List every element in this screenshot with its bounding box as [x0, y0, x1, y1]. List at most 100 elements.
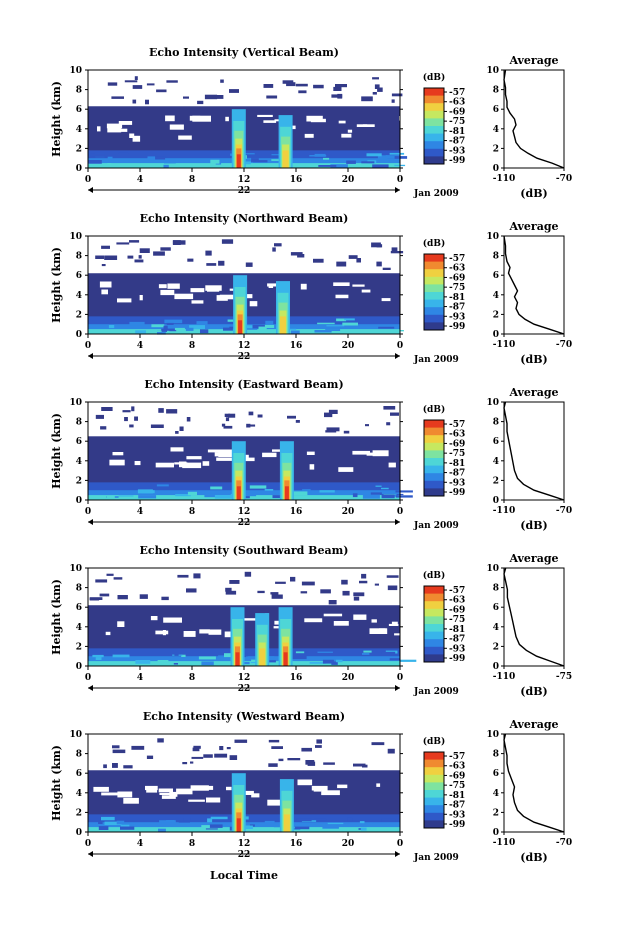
colorbar-swatch [424, 261, 444, 270]
average-profile: Average 0 2 4 6 8 10 -110 -70 (dB) [486, 220, 572, 366]
echo-cell [243, 161, 251, 165]
colorbar-tick-label: -63 [449, 430, 465, 440]
colorbar-swatch [424, 601, 444, 610]
echo-gap [97, 126, 101, 132]
echo-patch [272, 247, 276, 252]
echo-patch [99, 593, 110, 597]
echo-patch [101, 264, 106, 267]
echo-patch [333, 86, 342, 91]
profile-title: Average [508, 552, 558, 565]
echo-cell [229, 326, 234, 329]
echo-patch [95, 414, 104, 419]
colorbar-frame [423, 419, 445, 497]
colorbar-tick-label: -69 [449, 439, 465, 449]
echo-patch [139, 248, 150, 253]
echo-gap [118, 121, 133, 125]
echo-cell [289, 491, 308, 496]
echo-patch [187, 258, 194, 262]
echo-patch [275, 581, 286, 584]
echo-patch [123, 765, 133, 769]
colorbar-label: (dB) [423, 404, 445, 415]
echo-cell [198, 656, 216, 660]
echo-cell [209, 662, 225, 665]
echo-patch [132, 99, 137, 104]
echo-gap [225, 449, 237, 453]
echo-patch [229, 580, 240, 584]
echo-cell [183, 817, 191, 821]
convection-column [280, 316, 286, 334]
profile-y-tick-label: 8 [493, 584, 499, 594]
echo-cell [156, 484, 169, 487]
colorbar-tick-label: -99 [449, 654, 465, 664]
echo-gap [150, 616, 158, 621]
x-tick-label: 8 [189, 341, 195, 351]
echo-cell [253, 824, 259, 827]
echo-patch [295, 420, 300, 423]
echo-cell [395, 495, 413, 498]
echo-heatmap [88, 406, 413, 500]
colorbar-tick-label: -81 [449, 791, 465, 801]
echo-cell [289, 656, 307, 660]
x-tick-label: 8 [189, 839, 195, 849]
panel-title: Echo Intensity (Southward Beam) [140, 544, 349, 557]
colorbar-tick-label: -99 [449, 156, 465, 166]
echo-patch [186, 588, 197, 593]
echo-gap [240, 457, 255, 462]
date-label: Jan 2009 [413, 355, 459, 365]
colorbar-swatch [424, 156, 444, 165]
y-tick-label: 6 [76, 271, 82, 281]
echo-patch [320, 589, 331, 594]
echo-gap [257, 114, 273, 117]
profile-y-tick-label: 4 [493, 457, 499, 467]
profile-y-tick-label: 10 [486, 232, 499, 242]
echo-gap [381, 298, 391, 302]
echo-cell [378, 326, 395, 329]
echo-cell [359, 821, 365, 824]
echo-gap [99, 281, 112, 288]
x-tick-label: 4 [137, 507, 143, 517]
x-tick-label: 20 [342, 341, 355, 351]
echo-patch [182, 762, 188, 765]
echo-cell [101, 816, 115, 821]
echo-cell [98, 820, 103, 824]
echo-cell [372, 164, 389, 169]
echo-gap [167, 283, 180, 289]
profile-y-tick-label: 2 [493, 310, 499, 320]
echo-patch [157, 738, 164, 743]
echo-patch [295, 83, 308, 87]
echo-gap [297, 779, 313, 786]
echo-patch [268, 739, 280, 743]
colorbar-swatch [424, 639, 444, 648]
echo-cell [335, 659, 343, 663]
colorbar-swatch [424, 608, 444, 617]
echo-cell [323, 157, 330, 160]
echo-cell [88, 160, 102, 164]
y-tick-label: 6 [76, 105, 82, 115]
echo-cell [223, 327, 233, 331]
echo-gap [188, 799, 205, 802]
echo-gap [162, 630, 166, 636]
echo-patch [106, 573, 114, 576]
echo-cell [106, 495, 115, 499]
echo-gap [379, 628, 386, 631]
echo-patch [326, 427, 340, 432]
echo-patch [226, 747, 231, 750]
day-label: 22 [238, 684, 251, 694]
echo-patch [95, 579, 108, 583]
colorbar-swatch [424, 488, 444, 497]
echo-patch [374, 84, 380, 89]
colorbar-tick-label: -87 [449, 469, 465, 479]
echo-patch [197, 100, 204, 105]
echo-cell [258, 326, 267, 331]
profile-y-tick-label: 0 [493, 330, 499, 340]
echo-patch [203, 754, 213, 758]
y-tick-label: 0 [76, 662, 82, 672]
profile-y-tick-label: 6 [493, 769, 499, 779]
echo-patch [146, 755, 154, 759]
y-axis-label: Height (km) [50, 413, 63, 489]
day-span-arrow-left [88, 851, 93, 857]
echo-patch [300, 591, 308, 594]
echo-patch [179, 426, 184, 431]
colorbar: (dB) -57-63-69-75-81-87-93-99 [423, 736, 465, 830]
y-tick-label: 10 [69, 730, 82, 740]
